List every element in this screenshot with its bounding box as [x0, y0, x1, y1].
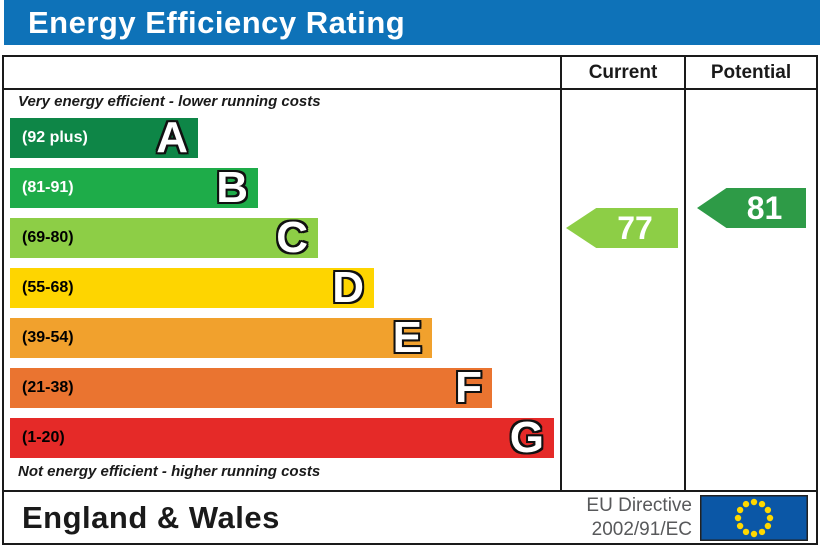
eu-flag-icon: [700, 495, 808, 541]
current-column-header: Current: [588, 61, 658, 83]
band-letter: C: [276, 213, 308, 262]
band-letter: F: [455, 363, 482, 412]
footer-bar: England & Wales EU Directive 2002/91/EC: [4, 490, 816, 543]
band-range-label: (1-20): [22, 429, 65, 446]
chart-title-bar: Energy Efficiency Rating: [4, 0, 820, 45]
top-note: Very energy efficient - lower running co…: [18, 93, 321, 110]
band-range-label: (81-91): [22, 179, 74, 196]
rating-band-C: (69-80) C: [10, 213, 318, 262]
band-letter: A: [156, 113, 188, 162]
rating-band-A: (92 plus) A: [10, 113, 198, 162]
band-range-label: (92 plus): [22, 129, 88, 146]
rating-table: Current Potential Very energy efficient …: [2, 55, 818, 545]
band-range-label: (55-68): [22, 279, 74, 296]
potential-column-header: Potential: [710, 61, 792, 83]
band-range-label: (39-54): [22, 329, 74, 346]
band-range-label: (69-80): [22, 229, 74, 246]
potential-column-divider: [684, 57, 686, 490]
potential-rating-arrow: 81: [697, 188, 806, 228]
rating-band-D: (55-68) D: [10, 263, 374, 312]
band-letter: G: [509, 413, 544, 462]
region-label: England & Wales: [22, 499, 280, 535]
eu-directive-label: EU Directive 2002/91/EC: [444, 494, 692, 542]
rating-band-F: (21-38) F: [10, 363, 492, 412]
bottom-note: Not energy efficient - higher running co…: [18, 463, 321, 480]
rating-band-G: (1-20) G: [10, 413, 554, 462]
chart-title: Energy Efficiency Rating: [28, 4, 406, 40]
eu-directive-line2: 2002/91/EC: [591, 519, 692, 540]
eu-directive-line1: EU Directive: [586, 495, 692, 516]
rating-band-B: (81-91) B: [10, 163, 258, 212]
rating-band-E: (39-54) E: [10, 313, 432, 362]
potential-rating-value: 81: [746, 189, 783, 226]
band-letter: E: [392, 313, 422, 362]
band-range-label: (21-38): [22, 379, 74, 396]
current-rating-value: 77: [617, 209, 653, 246]
band-letter: B: [216, 163, 248, 212]
current-column-divider: [560, 57, 562, 490]
header-divider: [4, 88, 816, 90]
band-letter: D: [332, 263, 364, 312]
current-rating-arrow: 77: [566, 208, 678, 248]
